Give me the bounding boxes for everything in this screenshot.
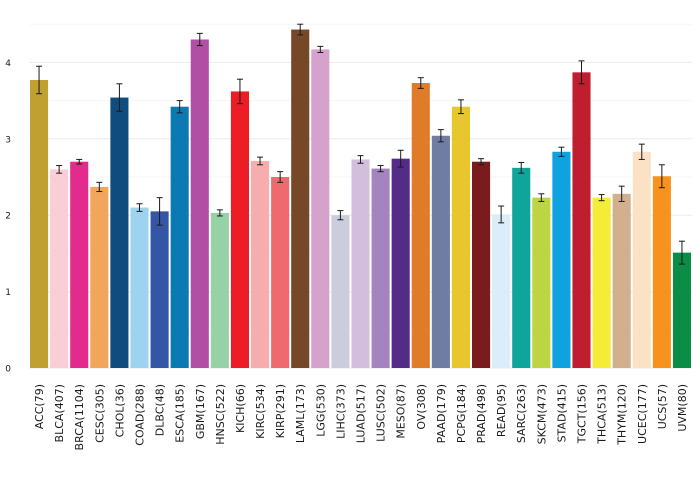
x-tick-label: DLBC(48) bbox=[154, 384, 167, 436]
bar bbox=[592, 197, 611, 368]
x-tick-label: PCPG(184) bbox=[455, 384, 468, 443]
bar bbox=[210, 212, 229, 368]
x-tick-label: OV(308) bbox=[415, 384, 428, 430]
bar bbox=[532, 197, 551, 368]
bar bbox=[492, 214, 511, 368]
y-tick-label: 3 bbox=[5, 135, 11, 145]
x-tick-label: UCEC(177) bbox=[636, 384, 649, 444]
bar bbox=[391, 158, 410, 368]
bar bbox=[411, 83, 430, 368]
x-tick-label: CESC(305) bbox=[93, 384, 106, 443]
bar bbox=[632, 151, 651, 368]
bar bbox=[311, 49, 330, 369]
x-tick-label: GBM(167) bbox=[194, 384, 207, 439]
x-tick-label: LAML(173) bbox=[294, 384, 307, 443]
x-tick-label: KIRP(291) bbox=[274, 384, 287, 438]
bar bbox=[190, 39, 209, 368]
x-tick-label: ESCA(185) bbox=[174, 384, 187, 443]
x-tick-label: UCS(57) bbox=[656, 384, 669, 429]
x-tick-label: COAD(288) bbox=[134, 384, 147, 446]
x-tick-label: MESO(87) bbox=[395, 384, 408, 439]
x-tick-label: UVM(80) bbox=[676, 384, 689, 432]
y-tick-label: 4 bbox=[5, 59, 11, 69]
bar bbox=[371, 168, 390, 368]
bar bbox=[150, 211, 169, 368]
bar-layer bbox=[30, 29, 691, 369]
bar bbox=[512, 167, 531, 368]
x-tick-label: ACC(79) bbox=[33, 384, 46, 429]
x-tick-label: TGCT(156) bbox=[576, 384, 589, 444]
y-tick-label: 2 bbox=[5, 212, 11, 222]
bar bbox=[652, 176, 671, 368]
x-tick-label: KICH(66) bbox=[234, 384, 247, 433]
x-tick-label: HNSC(522) bbox=[214, 384, 227, 445]
x-tick-label: LIHC(373) bbox=[334, 384, 347, 439]
bar bbox=[612, 193, 631, 368]
x-tick-label: KIRC(534) bbox=[254, 384, 267, 439]
bar bbox=[130, 207, 149, 368]
bar bbox=[291, 29, 310, 368]
x-tick-label: PRAD(498) bbox=[475, 384, 488, 443]
bar bbox=[431, 135, 450, 368]
y-axis-ticks: 0 1 2 3 4 bbox=[5, 59, 11, 375]
x-axis-ticks: ACC(79) BLCA(407) BRCA(1104) CESC(305) CHOL(… bbox=[33, 384, 689, 450]
bar bbox=[451, 106, 470, 368]
bar bbox=[672, 252, 691, 368]
bar bbox=[30, 79, 49, 369]
bar bbox=[251, 160, 270, 368]
bar bbox=[110, 97, 129, 368]
bar bbox=[572, 72, 591, 368]
x-tick-label: STAD(415) bbox=[555, 384, 568, 442]
x-tick-label: BRCA(1104) bbox=[73, 384, 86, 450]
bar bbox=[271, 177, 290, 368]
x-tick-label: LUAD(517) bbox=[355, 384, 368, 443]
bar bbox=[351, 159, 370, 368]
bar bbox=[50, 169, 69, 368]
x-tick-label: SARC(263) bbox=[515, 384, 528, 443]
x-tick-label: LGG(530) bbox=[314, 384, 327, 437]
bar bbox=[70, 161, 89, 368]
bar bbox=[170, 106, 189, 368]
bar bbox=[90, 186, 109, 368]
y-tick-label: 1 bbox=[5, 288, 11, 298]
x-tick-label: THCA(513) bbox=[596, 384, 609, 445]
bar bbox=[472, 161, 491, 368]
bar bbox=[331, 215, 350, 368]
error-bar-layer bbox=[36, 23, 685, 265]
y-tick-label: 0 bbox=[5, 365, 11, 375]
bar bbox=[552, 151, 571, 368]
x-tick-label: CHOL(36) bbox=[113, 384, 126, 437]
x-tick-label: PAAD(179) bbox=[435, 384, 448, 443]
x-tick-label: LUSC(502) bbox=[375, 384, 388, 442]
x-tick-label: SKCM(473) bbox=[535, 384, 548, 444]
x-tick-label: BLCA(407) bbox=[53, 384, 66, 442]
x-tick-label: THYM(120) bbox=[616, 384, 629, 446]
bar bbox=[230, 91, 249, 368]
x-tick-label: READ(95) bbox=[495, 384, 508, 437]
